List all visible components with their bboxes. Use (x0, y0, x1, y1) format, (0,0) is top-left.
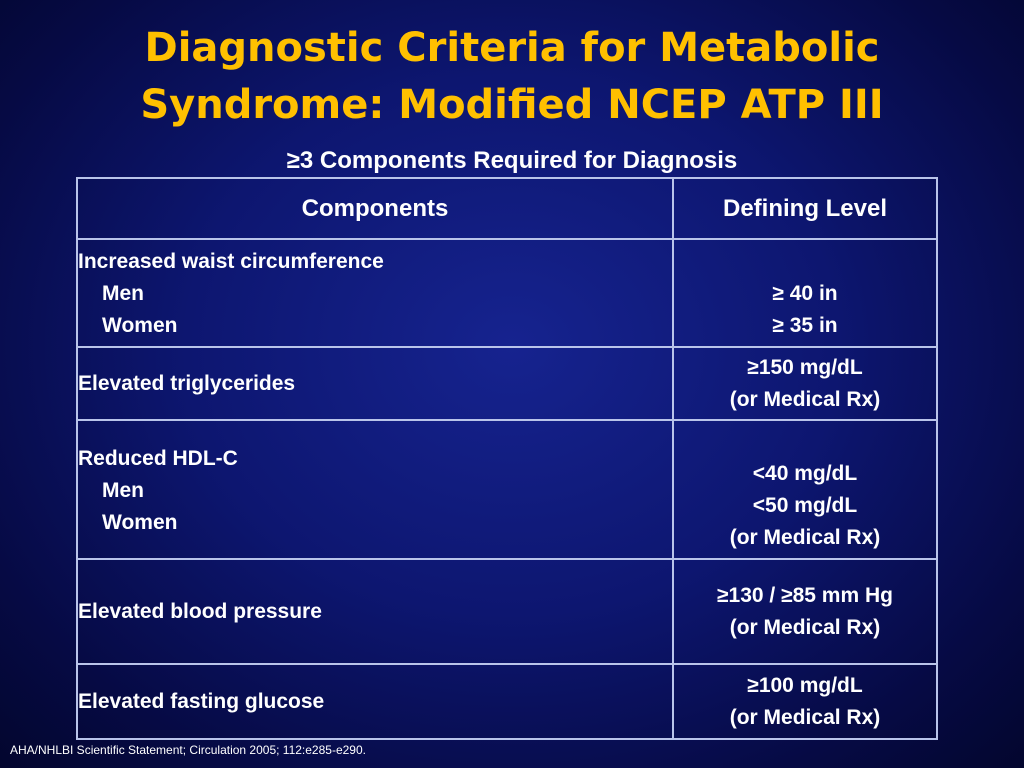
hdl-women-level: <50 mg/dL (752, 494, 858, 517)
triglycerides-level: ≥150 mg/dL (747, 355, 863, 379)
triglycerides-component-cell: Elevated triglycerides (76, 346, 674, 421)
table-row-blood-pressure: Elevated blood pressure ≥130 / ≥85 mm Hg… (76, 558, 938, 665)
glucose-level: ≥100 mg/dL (747, 673, 863, 697)
hdl-men-level: <40 mg/dL (752, 462, 858, 485)
hdl-component-cell: Reduced HDL-C Men Women (76, 419, 674, 560)
table-row-hdl: Reduced HDL-C Men Women <40 mg/dL <50 mg… (76, 419, 938, 560)
hdl-men-label: Men (102, 479, 144, 502)
table-row-waist: Increased waist circumference Men Women … (76, 238, 938, 348)
title-line-1: Diagnostic Criteria for Metabolic (144, 25, 880, 71)
blood-pressure-component-cell: Elevated blood pressure (76, 558, 674, 665)
glucose-level-cell: ≥100 mg/dL (or Medical Rx) (672, 663, 938, 740)
header-defining-level: Defining Level (672, 177, 938, 240)
waist-men-level: ≥ 40 in (772, 282, 838, 305)
glucose-component-cell: Elevated fasting glucose (76, 663, 674, 740)
waist-women-label: Women (102, 314, 178, 337)
triglycerides-component: Elevated triglycerides (78, 371, 296, 395)
subtitle: ≥3 Components Required for Diagnosis (286, 147, 738, 174)
triglycerides-level-cell: ≥150 mg/dL (or Medical Rx) (672, 346, 938, 421)
table-header-row: Components Defining Level (76, 177, 938, 240)
header-components: Components (76, 177, 674, 240)
waist-component: Increased waist circumference (78, 250, 384, 273)
hdl-note: (or Medical Rx) (729, 526, 881, 549)
citation-footnote: AHA/NHLBI Scientific Statement; Circulat… (10, 743, 366, 757)
hdl-women-label: Women (102, 511, 178, 534)
waist-women-level: ≥ 35 in (772, 314, 838, 337)
blood-pressure-level: ≥130 / ≥85 mm Hg (717, 583, 893, 607)
waist-level-cell: ≥ 40 in ≥ 35 in (672, 238, 938, 348)
glucose-note: (or Medical Rx) (729, 705, 881, 729)
waist-men-label: Men (102, 282, 144, 305)
glucose-component: Elevated fasting glucose (78, 689, 325, 713)
blood-pressure-note: (or Medical Rx) (729, 615, 881, 639)
hdl-level-cell: <40 mg/dL <50 mg/dL (or Medical Rx) (672, 419, 938, 560)
criteria-table: Components Defining Level Increased wais… (76, 177, 938, 740)
waist-component-cell: Increased waist circumference Men Women (76, 238, 674, 348)
blood-pressure-level-cell: ≥130 / ≥85 mm Hg (or Medical Rx) (672, 558, 938, 665)
triglycerides-note: (or Medical Rx) (729, 387, 881, 411)
title-line-2: Syndrome: Modified NCEP ATP III (140, 82, 884, 128)
table-row-glucose: Elevated fasting glucose ≥100 mg/dL (or … (76, 663, 938, 740)
blood-pressure-component: Elevated blood pressure (78, 599, 322, 623)
slide-title: Diagnostic Criteria for Metabolic Syndro… (0, 20, 1024, 134)
hdl-component: Reduced HDL-C (78, 447, 238, 470)
table-row-triglycerides: Elevated triglycerides ≥150 mg/dL (or Me… (76, 346, 938, 421)
